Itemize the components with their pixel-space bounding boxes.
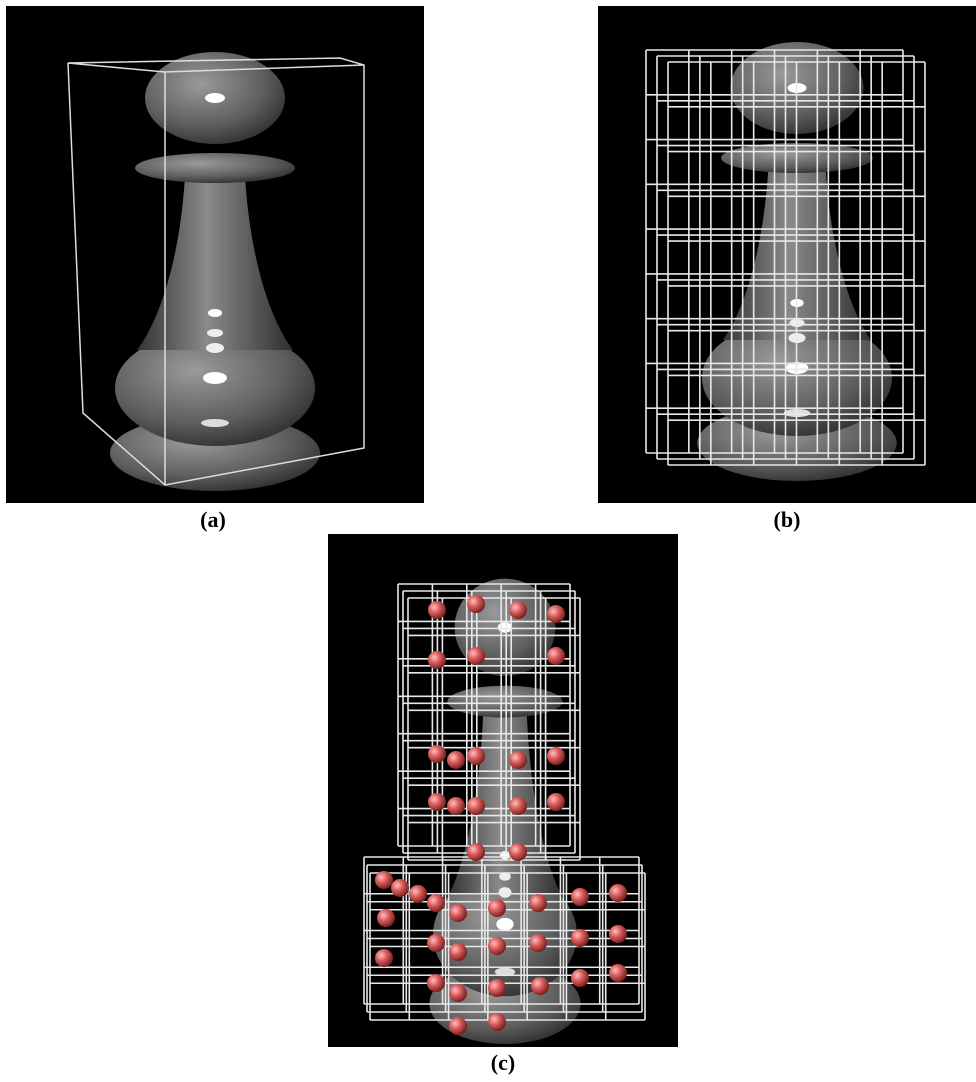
sphere — [427, 894, 445, 912]
sphere — [428, 745, 446, 763]
sphere — [509, 751, 527, 769]
sphere — [409, 885, 427, 903]
sphere — [449, 904, 467, 922]
sphere — [547, 605, 565, 623]
sphere — [488, 1013, 506, 1031]
sphere — [547, 647, 565, 665]
sphere — [447, 751, 465, 769]
sphere — [571, 888, 589, 906]
sphere — [488, 937, 506, 955]
sphere — [449, 943, 467, 961]
sphere — [531, 977, 549, 995]
sphere — [571, 969, 589, 987]
sphere — [467, 843, 485, 861]
panel-a — [6, 6, 424, 503]
sphere — [447, 797, 465, 815]
sphere — [449, 1017, 467, 1035]
sphere — [467, 647, 485, 665]
sphere — [428, 651, 446, 669]
panel-c — [328, 534, 678, 1047]
sphere — [377, 909, 395, 927]
sphere — [467, 595, 485, 613]
sphere — [509, 797, 527, 815]
sphere — [467, 747, 485, 765]
sphere — [375, 871, 393, 889]
sphere — [449, 984, 467, 1002]
sphere — [571, 929, 589, 947]
sphere — [547, 793, 565, 811]
panel-b — [598, 6, 976, 503]
sphere — [609, 925, 627, 943]
sphere — [391, 879, 409, 897]
sphere — [529, 894, 547, 912]
sphere — [428, 601, 446, 619]
sphere — [547, 747, 565, 765]
sphere — [509, 843, 527, 861]
panel-label: (c) — [491, 1050, 515, 1075]
sphere — [375, 949, 393, 967]
sphere — [467, 797, 485, 815]
sphere — [509, 601, 527, 619]
sphere — [609, 964, 627, 982]
sphere — [427, 934, 445, 952]
sphere — [428, 793, 446, 811]
sphere — [488, 899, 506, 917]
panel-label: (b) — [774, 507, 801, 532]
figure: (a) (b) (c) — [0, 0, 976, 1082]
sphere — [529, 934, 547, 952]
panel-label: (a) — [200, 507, 226, 532]
sphere — [488, 979, 506, 997]
sphere — [609, 884, 627, 902]
sphere — [427, 974, 445, 992]
